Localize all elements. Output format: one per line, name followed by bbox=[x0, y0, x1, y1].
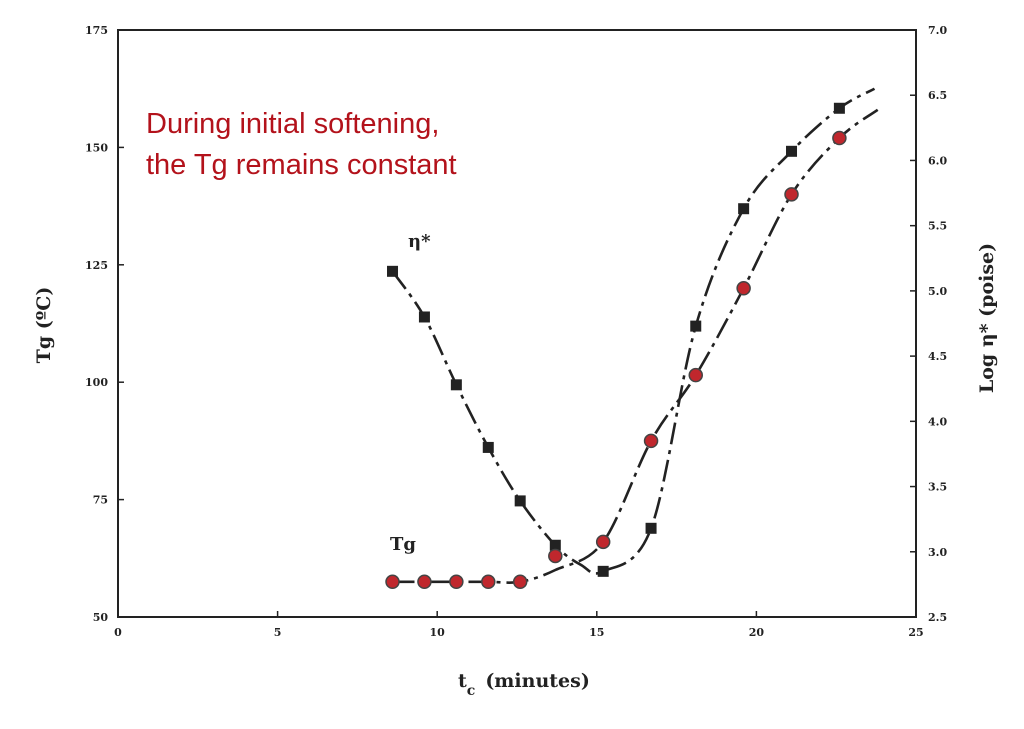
y-axis-left-title: Tg (ºC) bbox=[33, 287, 55, 364]
x-tick-label: 25 bbox=[908, 626, 923, 639]
tg-point bbox=[449, 574, 464, 590]
y-left-tick-label: 100 bbox=[85, 376, 108, 389]
eta-point bbox=[514, 495, 526, 507]
tg-point bbox=[548, 548, 563, 564]
eta-point bbox=[482, 441, 494, 453]
tg-point bbox=[595, 534, 611, 550]
eta-curve bbox=[391, 87, 876, 575]
eta-point bbox=[645, 522, 657, 534]
y-right-tick-label: 4.5 bbox=[928, 350, 947, 363]
tg-point bbox=[417, 574, 432, 590]
y-right-tick-label: 6.5 bbox=[928, 89, 947, 102]
x-tick-label: 20 bbox=[749, 626, 765, 639]
eta-point bbox=[833, 102, 845, 114]
plot-frame bbox=[117, 29, 917, 618]
tg-point bbox=[688, 367, 704, 383]
annotation-line-2: the Tg remains constant bbox=[146, 149, 457, 181]
y-right-tick-label: 3.5 bbox=[928, 481, 947, 494]
eta-point bbox=[418, 311, 430, 323]
y-left-tick-label: 75 bbox=[93, 494, 108, 507]
eta-point bbox=[690, 320, 702, 332]
x-tick-label: 10 bbox=[430, 626, 446, 639]
y-right-tick-label: 7.0 bbox=[928, 24, 947, 37]
tg-point bbox=[643, 433, 659, 449]
tg-point bbox=[784, 187, 799, 202]
x-tick-label: 0 bbox=[114, 626, 122, 639]
eta-point bbox=[549, 539, 561, 551]
y-left-tick-label: 125 bbox=[85, 259, 108, 272]
y-right-tick-label: 2.5 bbox=[928, 611, 947, 624]
axes-ticks: 0 5 10 15 20 25 50 75 100 125 150 175 2.5 3.0 3.5 4.0 4.… bbox=[85, 24, 947, 639]
tg-point bbox=[832, 130, 847, 146]
y-right-tick-label: 5.5 bbox=[928, 220, 947, 233]
series-curves bbox=[391, 87, 879, 584]
y-right-tick-label: 3.0 bbox=[928, 546, 947, 559]
plot-border bbox=[117, 29, 917, 618]
tg-point bbox=[512, 574, 528, 590]
x-axis-title: tc (minutes) bbox=[458, 670, 590, 699]
eta-point bbox=[786, 145, 798, 157]
y-left-tick-label: 150 bbox=[85, 141, 108, 154]
annotation-line-1: During initial softening, bbox=[146, 108, 439, 140]
y-right-tick-label: 5.0 bbox=[928, 285, 947, 298]
tg-point bbox=[481, 574, 496, 590]
series-label-tg: Tg bbox=[390, 534, 416, 555]
eta-point bbox=[738, 203, 750, 215]
y-left-tick-label: 175 bbox=[85, 24, 108, 37]
tg-point bbox=[385, 574, 400, 590]
x-axis-title-main: t bbox=[458, 670, 467, 692]
series-label-eta: η* bbox=[408, 231, 431, 252]
eta-point bbox=[387, 265, 399, 277]
tg-point bbox=[736, 281, 751, 296]
tg-curve bbox=[392, 108, 879, 584]
x-tick-label: 15 bbox=[589, 626, 604, 639]
x-tick-label: 5 bbox=[274, 626, 282, 639]
y-axis-right-title: Log η* (poise) bbox=[976, 243, 998, 393]
eta-point bbox=[597, 565, 609, 577]
x-axis-title-subscript: c bbox=[467, 683, 476, 699]
y-right-tick-label: 6.0 bbox=[928, 154, 947, 167]
y-right-tick-label: 4.0 bbox=[928, 415, 947, 428]
eta-point bbox=[450, 379, 462, 391]
y-left-tick-label: 50 bbox=[93, 611, 109, 624]
x-axis-title-suffix: (minutes) bbox=[485, 670, 590, 692]
series-markers bbox=[385, 102, 847, 590]
